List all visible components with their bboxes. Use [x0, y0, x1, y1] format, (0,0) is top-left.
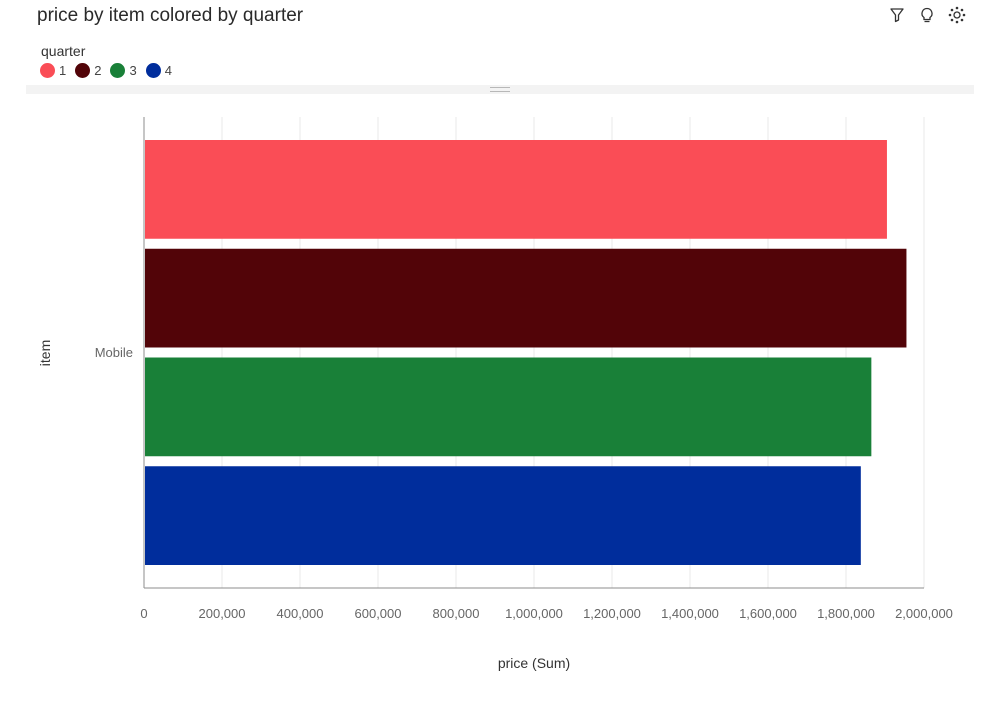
x-tick-label: 200,000 [199, 606, 246, 621]
legend-title: quarter [41, 43, 86, 59]
legend-swatch [40, 63, 55, 78]
x-axis-title: price (Sum) [498, 655, 570, 671]
legend-label: 3 [129, 63, 137, 78]
bar-quarter-3[interactable] [145, 357, 872, 457]
y-category-label: Mobile [95, 345, 133, 360]
x-tick-label: 1,800,000 [817, 606, 875, 621]
x-tick-label: 1,400,000 [661, 606, 719, 621]
legend: 1 2 3 4 [40, 63, 172, 78]
resize-handle[interactable] [490, 87, 510, 92]
y-axis-title: item [37, 340, 53, 366]
x-tick-label: 400,000 [277, 606, 324, 621]
legend-label: 1 [59, 63, 67, 78]
chart-title: price by item colored by quarter [37, 5, 304, 26]
legend-label: 4 [164, 63, 172, 78]
x-tick-label: 600,000 [355, 606, 402, 621]
legend-swatch [110, 63, 126, 78]
legend-item-4[interactable]: 4 [145, 63, 172, 78]
x-tick-label: 1,600,000 [739, 606, 797, 621]
x-tick-label: 1,200,000 [583, 606, 641, 621]
bar-quarter-2[interactable] [145, 248, 907, 348]
panel-divider [26, 85, 974, 94]
legend-item-1[interactable]: 1 [40, 63, 66, 78]
legend-item-2[interactable]: 2 [75, 63, 101, 78]
legend-swatch [75, 63, 91, 78]
bar-quarter-4[interactable] [145, 466, 861, 565]
lightbulb-icon[interactable] [917, 5, 937, 25]
chart-toolbar [887, 5, 967, 25]
legend-swatch [145, 63, 161, 78]
legend-item-3[interactable]: 3 [110, 63, 137, 78]
x-tick-label: 0 [140, 606, 147, 621]
x-tick-label: 1,000,000 [505, 606, 563, 621]
x-tick-label: 800,000 [433, 606, 480, 621]
legend-label: 2 [94, 63, 102, 78]
bar-quarter-1[interactable] [145, 140, 887, 239]
settings-icon[interactable] [947, 5, 967, 25]
x-tick-label: 2,000,000 [895, 606, 953, 621]
filter-icon[interactable] [887, 5, 907, 25]
